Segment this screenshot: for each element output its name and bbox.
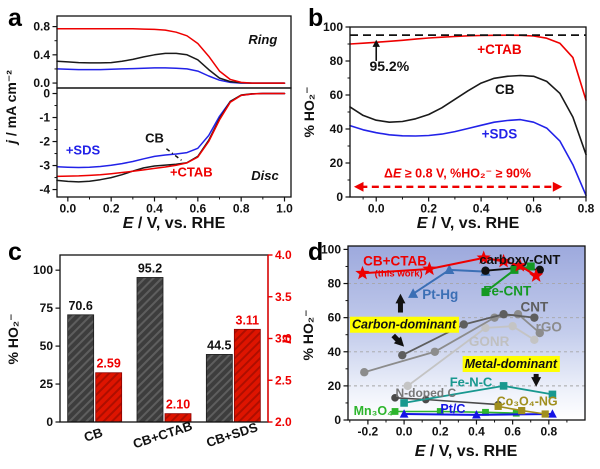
svg-text:2.10: 2.10 — [166, 398, 190, 412]
svg-text:1.0: 1.0 — [276, 202, 293, 216]
chart-c-selectivity-electron-number-bars: 70.6 95.2 44.5 2.59 2.10 3.11 CB CB+CTAB CB+SDS 0… — [5, 248, 295, 451]
svg-text:Ring: Ring — [248, 32, 277, 47]
svg-text:E / V, vs. RHE: E / V, vs. RHE — [123, 215, 226, 232]
chart-a-rrde-ring-disc: 0.0 0.4 0.8 Ring 0.0 0.2 0.4 0.6 0.8 1.0 0 -1 -2 -3 -4… — [3, 15, 293, 232]
svg-text:Disc: Disc — [251, 168, 279, 183]
panel-b-letter: b — [308, 4, 324, 32]
svg-text:44.5: 44.5 — [207, 338, 231, 352]
svg-text:+CTAB: +CTAB — [170, 164, 213, 179]
svg-text:CB+CTAB: CB+CTAB — [363, 254, 427, 269]
svg-text:100: 100 — [33, 263, 53, 277]
svg-text:0.0: 0.0 — [59, 202, 76, 216]
svg-text:0.8: 0.8 — [233, 202, 250, 216]
svg-text:+SDS: +SDS — [66, 143, 101, 158]
svg-text:20: 20 — [330, 156, 344, 170]
svg-text:E / V, vs. RHE: E / V, vs. RHE — [415, 443, 518, 460]
svg-text:0.8: 0.8 — [578, 202, 595, 216]
svg-text:0.4: 0.4 — [473, 202, 490, 216]
svg-text:CB: CB — [82, 425, 104, 445]
svg-text:2.0: 2.0 — [275, 415, 292, 429]
svg-text:100: 100 — [323, 20, 343, 34]
svg-text:0.0: 0.0 — [33, 76, 50, 90]
svg-text:Fe-N-C: Fe-N-C — [450, 375, 493, 390]
svg-text:(this work): (this work) — [375, 269, 423, 280]
svg-text:0.6: 0.6 — [525, 202, 542, 216]
svg-text:75: 75 — [40, 301, 54, 315]
svg-text:60: 60 — [328, 311, 342, 325]
panel-d-letter: d — [308, 238, 324, 266]
svg-text:0: 0 — [46, 415, 53, 429]
panel-c-letter: c — [8, 238, 22, 266]
svg-text:0.6: 0.6 — [504, 425, 521, 439]
svg-text:100: 100 — [321, 242, 341, 256]
svg-text:25: 25 — [40, 377, 54, 391]
svg-text:0.4: 0.4 — [33, 48, 50, 62]
svg-text:-1: -1 — [39, 111, 50, 125]
svg-text:GONR: GONR — [469, 334, 510, 349]
svg-text:Fe-CNT: Fe-CNT — [483, 283, 532, 298]
svg-text:3.11: 3.11 — [236, 313, 260, 327]
svg-text:2.5: 2.5 — [275, 373, 292, 387]
svg-text:CNT: CNT — [520, 300, 548, 315]
svg-text:CB: CB — [145, 131, 164, 146]
svg-text:95.2%: 95.2% — [369, 58, 409, 74]
svg-text:Pt-Hg: Pt-Hg — [422, 287, 458, 302]
svg-text:80: 80 — [330, 54, 344, 68]
svg-text:CB+CTAB: CB+CTAB — [131, 418, 194, 451]
svg-text:-4: -4 — [39, 183, 50, 197]
svg-text:N-doped C: N-doped C — [395, 386, 456, 400]
svg-text:2.59: 2.59 — [96, 357, 120, 371]
chart-b-peroxide-selectivity: 0.0 0.2 0.4 0.6 0.8 0 20 40 60 80 100 E / V, vs. RH… — [301, 20, 595, 232]
svg-text:0.4: 0.4 — [146, 202, 163, 216]
svg-text:CB+SDS: CB+SDS — [204, 419, 259, 450]
svg-text:0: 0 — [43, 87, 50, 101]
svg-text:% HO₂⁻: % HO₂⁻ — [301, 87, 317, 138]
svg-text:80: 80 — [328, 277, 342, 291]
svg-text:95.2: 95.2 — [138, 261, 162, 275]
svg-text:0: 0 — [336, 190, 343, 204]
svg-text:0.8: 0.8 — [33, 20, 50, 34]
svg-text:j / mA cm⁻²: j / mA cm⁻² — [3, 70, 19, 146]
svg-text:70.6: 70.6 — [68, 299, 92, 313]
svg-text:0.2: 0.2 — [420, 202, 437, 216]
svg-text:Mn₃O₄: Mn₃O₄ — [354, 404, 394, 418]
svg-text:3.5: 3.5 — [275, 290, 292, 304]
panel-a-letter: a — [8, 4, 22, 32]
svg-text:Pt/C: Pt/C — [440, 402, 465, 416]
svg-text:40: 40 — [328, 345, 342, 359]
svg-text:E / V, vs. RHE: E / V, vs. RHE — [417, 215, 520, 232]
svg-text:% HO₂⁻: % HO₂⁻ — [300, 310, 316, 361]
svg-text:50: 50 — [40, 339, 54, 353]
svg-text:3.0: 3.0 — [275, 332, 292, 346]
svg-text:n: n — [278, 334, 295, 344]
svg-text:+CTAB: +CTAB — [477, 42, 522, 57]
svg-text:0.6: 0.6 — [189, 202, 206, 216]
svg-text:Carbon-dominant: Carbon-dominant — [352, 318, 457, 332]
svg-text:carboxy-CNT: carboxy-CNT — [479, 252, 560, 267]
svg-text:0.0: 0.0 — [368, 202, 385, 216]
svg-text:Metal-dominant: Metal-dominant — [465, 357, 558, 371]
svg-text:4.0: 4.0 — [275, 248, 292, 262]
svg-text:40: 40 — [330, 122, 344, 136]
svg-text:% HO₂⁻: % HO₂⁻ — [5, 314, 21, 365]
svg-text:CB: CB — [495, 82, 515, 97]
svg-text:0.2: 0.2 — [432, 425, 449, 439]
svg-text:0.0: 0.0 — [396, 425, 413, 439]
chart-d-literature-comparison: -0.2 0.0 0.2 0.4 0.6 0.8 0 20 40 60 80 100 E / V, vs… — [300, 242, 586, 460]
svg-text:Co₃O₄-NG: Co₃O₄-NG — [497, 395, 558, 409]
svg-text:0: 0 — [334, 413, 341, 427]
svg-text:60: 60 — [330, 88, 344, 102]
svg-text:-0.2: -0.2 — [358, 425, 379, 439]
svg-text:0.8: 0.8 — [540, 425, 557, 439]
svg-text:ΔE ≥ 0.8 V, %HO₂⁻ ≥ 90%: ΔE ≥ 0.8 V, %HO₂⁻ ≥ 90% — [384, 166, 531, 180]
svg-text:+SDS: +SDS — [482, 126, 518, 141]
svg-text:-3: -3 — [39, 159, 50, 173]
svg-text:-2: -2 — [39, 135, 50, 149]
svg-text:0.4: 0.4 — [468, 425, 485, 439]
svg-text:rGO: rGO — [536, 319, 562, 334]
svg-text:0.2: 0.2 — [103, 202, 120, 216]
svg-text:20: 20 — [328, 379, 342, 393]
